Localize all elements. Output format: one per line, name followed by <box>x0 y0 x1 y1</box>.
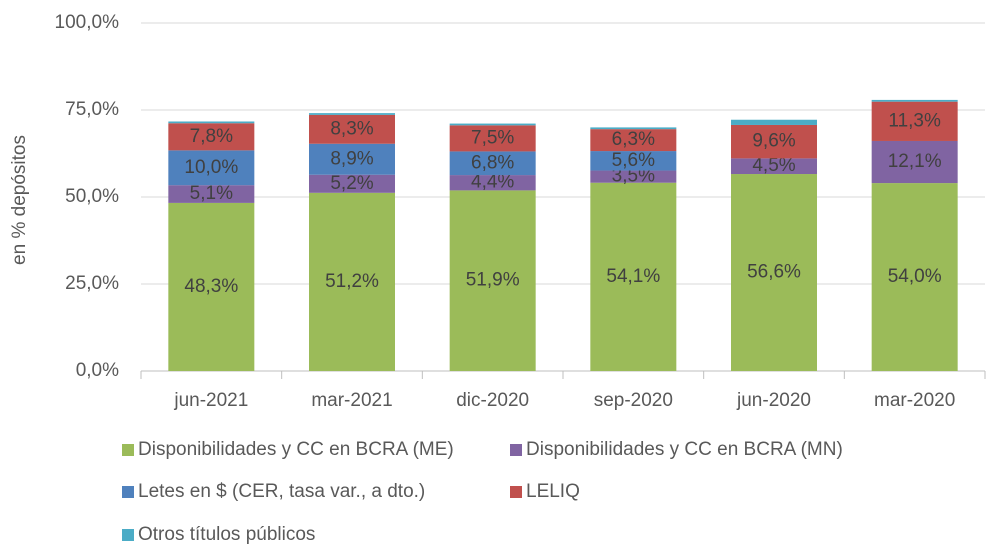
legend-label: LELIQ <box>526 481 580 502</box>
data-label: 5,6% <box>612 150 655 171</box>
legend-swatch <box>122 444 134 456</box>
data-label: 54,1% <box>606 266 660 287</box>
data-label: 4,5% <box>752 155 795 176</box>
bar-segment <box>168 123 255 151</box>
bar-segment <box>731 119 817 125</box>
x-tick-label: mar-2021 <box>311 390 392 411</box>
bar-segment <box>590 170 677 183</box>
legend-label: Disponibilidades y CC en BCRA (MN) <box>526 439 843 460</box>
data-label: 5,1% <box>190 183 233 204</box>
bar-segment <box>731 124 817 159</box>
bar-segment <box>168 202 255 371</box>
bar-segment <box>168 185 255 203</box>
bar-segment <box>590 182 677 371</box>
bar-segment <box>590 127 677 130</box>
legend-swatch <box>510 444 522 456</box>
x-tick-label: dic-2020 <box>456 390 529 411</box>
bar-segment <box>168 121 255 124</box>
x-tick-label: jun-2021 <box>173 390 248 411</box>
bar-segment <box>871 101 958 141</box>
legend-swatch <box>122 529 134 541</box>
y-tick-label: 25,0% <box>65 273 119 294</box>
bar-segment <box>590 151 677 171</box>
bar-segment <box>731 174 817 371</box>
legend-label: Otros títulos públicos <box>138 524 315 545</box>
x-tick-label: jun-2020 <box>736 390 811 411</box>
bar-segment <box>449 175 536 191</box>
data-label: 11,3% <box>888 110 941 131</box>
data-label: 8,9% <box>330 148 373 169</box>
bar-segment <box>309 174 395 193</box>
bar-segment <box>449 151 536 176</box>
bar-segment <box>871 99 958 102</box>
bar-segment <box>449 125 536 152</box>
bar-segment <box>731 158 817 175</box>
data-label: 56,6% <box>747 262 801 283</box>
data-label: 7,5% <box>471 127 514 148</box>
data-label: 7,8% <box>190 126 233 147</box>
legend-label: Letes en $ (CER, tasa var., a dto.) <box>138 481 425 502</box>
bar-segment <box>871 183 958 371</box>
data-label: 12,1% <box>888 151 942 172</box>
bar-segment <box>168 150 255 186</box>
data-label: 8,3% <box>330 118 373 139</box>
bar-segment <box>309 143 395 175</box>
data-label: 4,4% <box>471 172 514 193</box>
x-tick-label: mar-2020 <box>874 390 955 411</box>
data-label: 10,0% <box>184 157 238 178</box>
data-label: 6,8% <box>471 152 514 173</box>
data-label: 6,3% <box>612 129 655 150</box>
bar-segment <box>871 140 958 184</box>
x-tick-label: sep-2020 <box>594 390 673 411</box>
data-label: 51,2% <box>325 271 379 292</box>
bar-segment <box>449 190 536 371</box>
bar-segment <box>590 129 677 152</box>
y-tick-label: 50,0% <box>65 186 119 207</box>
y-tick-label: 75,0% <box>65 99 119 120</box>
y-tick-label: 0,0% <box>76 360 119 381</box>
data-label: 51,9% <box>466 270 520 291</box>
bar-segment <box>309 113 395 115</box>
y-tick-label: 100,0% <box>55 12 120 33</box>
data-label: 5,2% <box>330 173 373 194</box>
legend-label: Disponibilidades y CC en BCRA (ME) <box>138 439 454 460</box>
bar-segment <box>449 123 536 126</box>
y-axis-label: en % depósitos <box>9 135 30 265</box>
legend-swatch <box>122 486 134 498</box>
bar-segment <box>309 192 395 371</box>
data-label: 9,6% <box>752 131 795 152</box>
data-label: 3,5% <box>612 166 655 187</box>
data-label: 54,0% <box>888 266 942 287</box>
bar-segment <box>309 114 395 144</box>
legend-swatch <box>510 486 522 498</box>
data-label: 48,3% <box>184 276 238 297</box>
